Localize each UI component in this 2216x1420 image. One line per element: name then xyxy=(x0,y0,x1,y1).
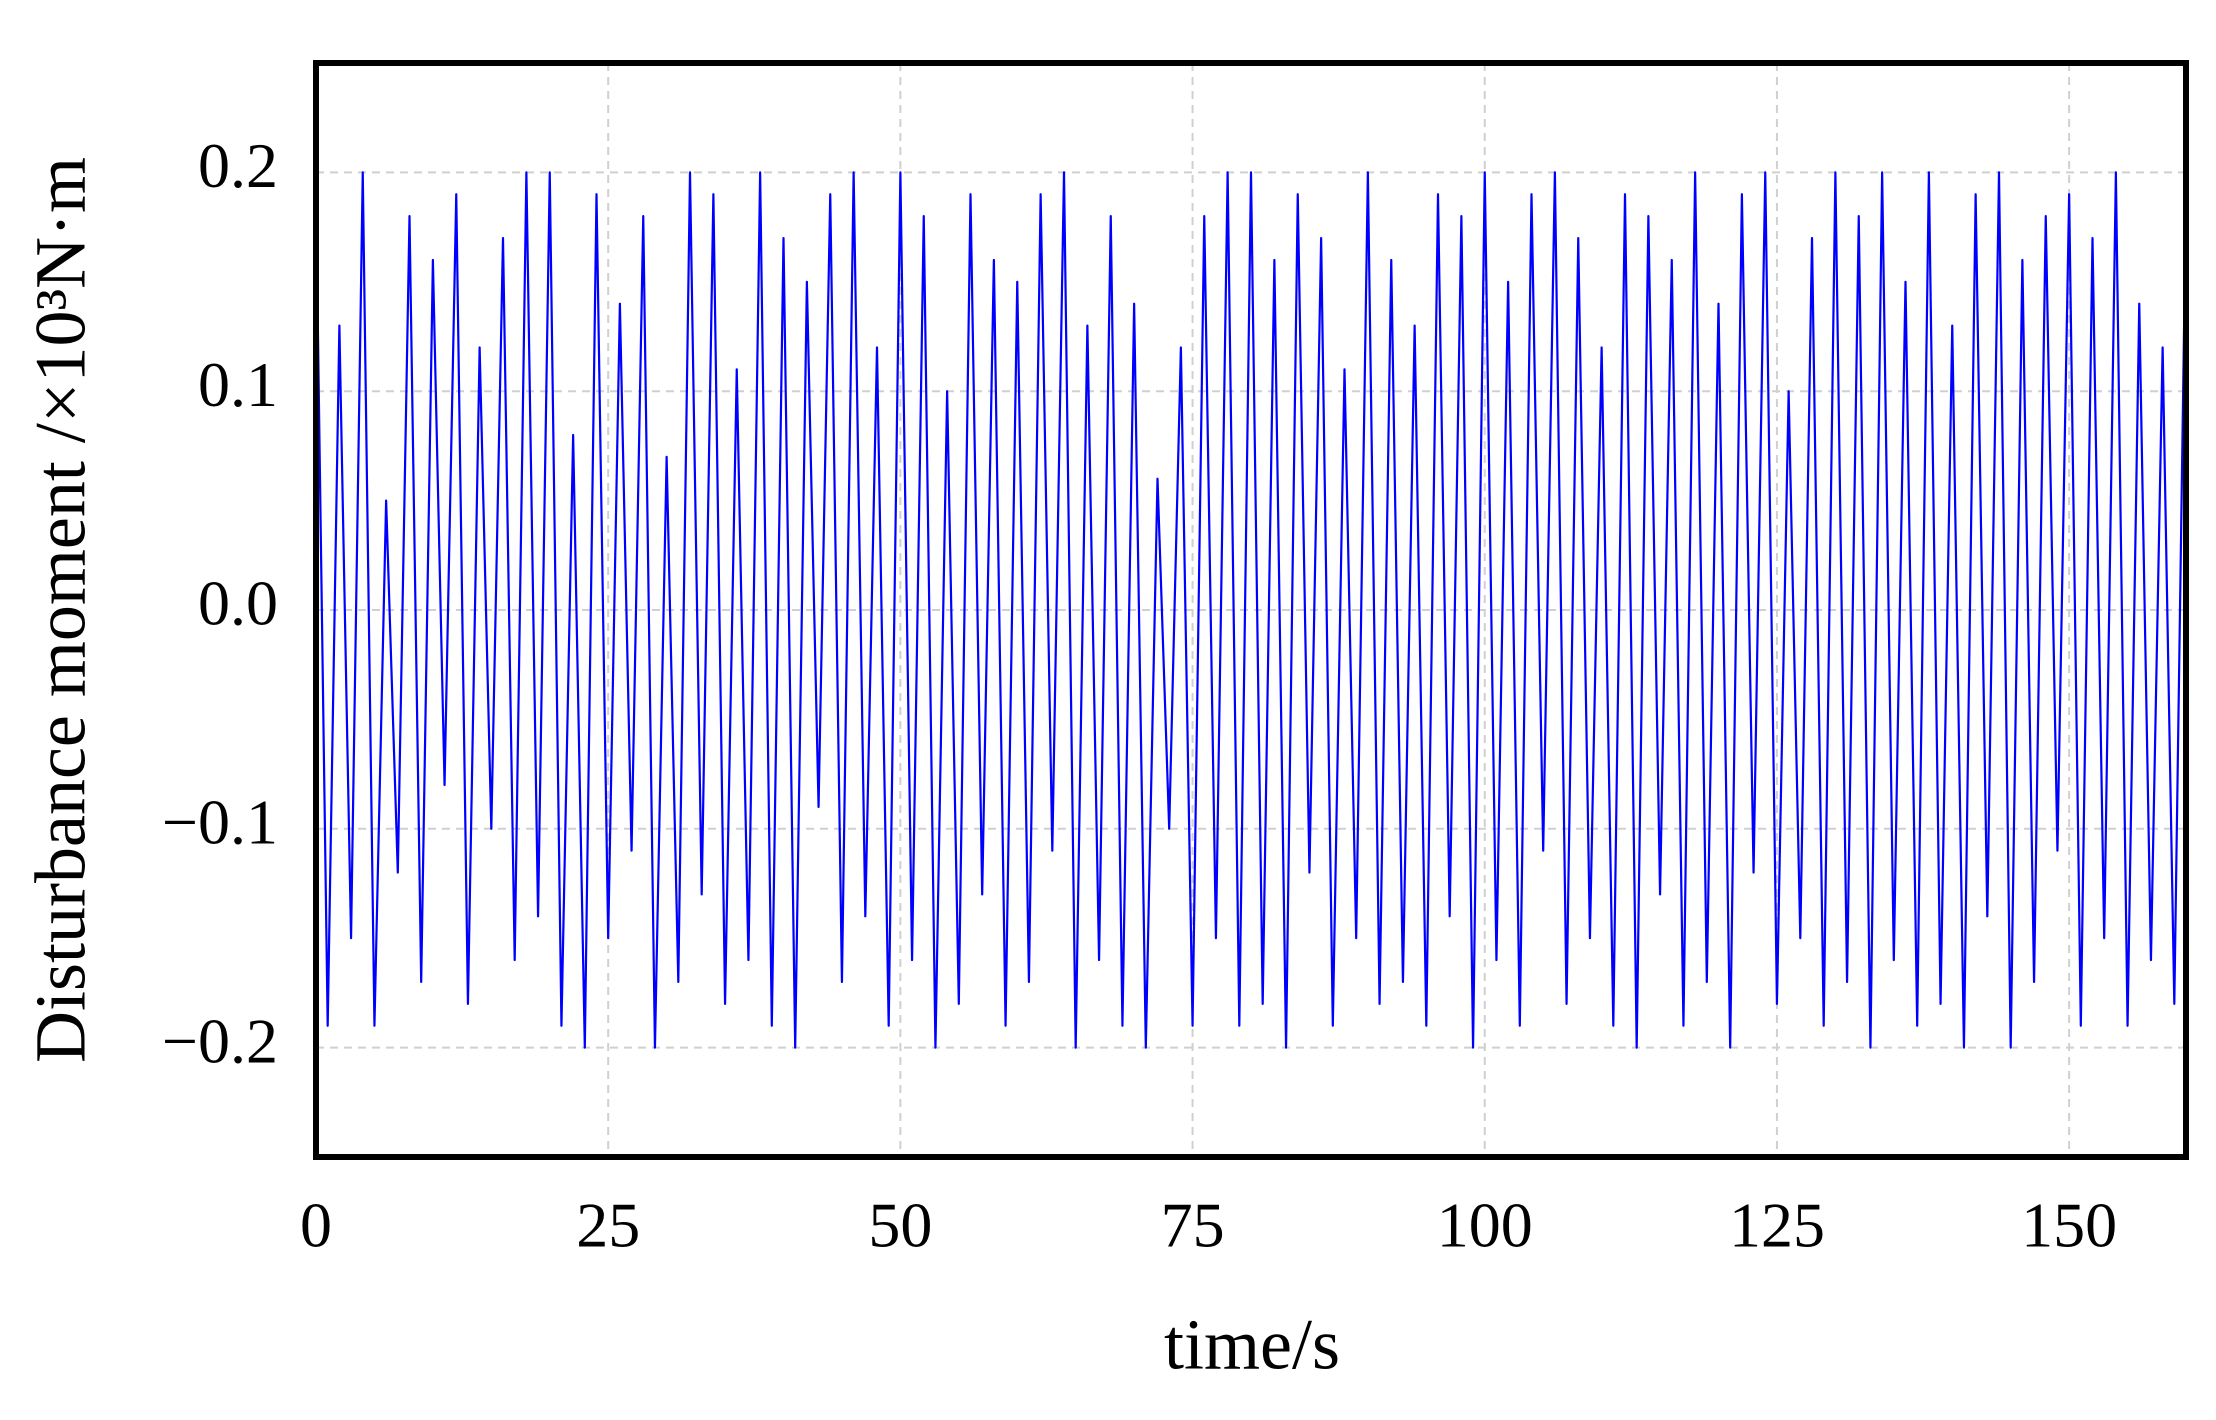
x-tick-label: 150 xyxy=(2021,1190,2117,1261)
data-line xyxy=(314,171,2188,1049)
y-tick-label: −0.2 xyxy=(162,1005,278,1076)
x-tick-label: 25 xyxy=(576,1190,640,1261)
plot-frame xyxy=(313,60,2189,1160)
y-axis-label: Disturbance moment /×10³N·m xyxy=(21,157,101,1063)
y-tick-label: −0.1 xyxy=(162,786,278,857)
y-tick-label: 0.1 xyxy=(198,349,278,420)
y-tick-label: 0.0 xyxy=(198,568,278,639)
x-tick-label: 125 xyxy=(1729,1190,1825,1261)
x-tick-label: 100 xyxy=(1437,1190,1533,1261)
x-tick-label: 50 xyxy=(868,1190,932,1261)
x-tick-label: 75 xyxy=(1161,1190,1225,1261)
x-tick-label: 0 xyxy=(300,1190,332,1261)
y-tick-label: 0.2 xyxy=(198,130,278,201)
x-axis-label: time/s xyxy=(1164,1305,1340,1385)
